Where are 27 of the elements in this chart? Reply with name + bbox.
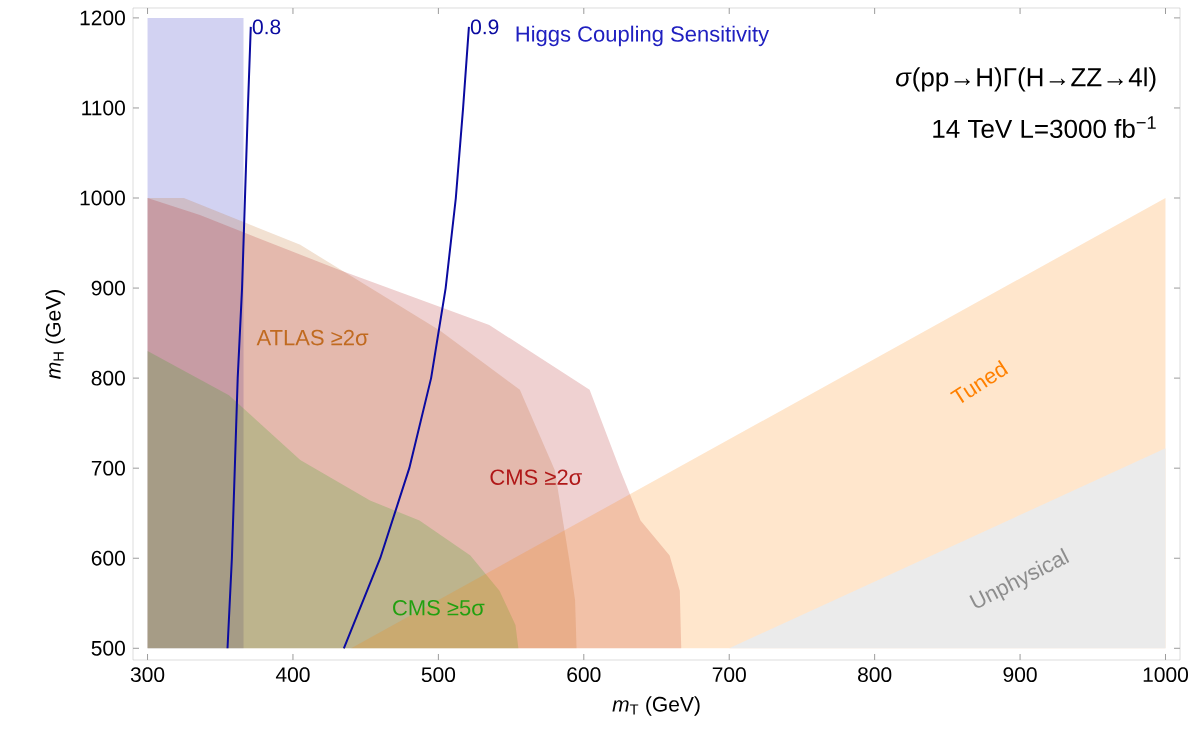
- x-tick-label: 800: [858, 667, 892, 683]
- y-axis-title: m$_{H}$ (GeV): [45, 290, 65, 379]
- x-tick-label: 400: [275, 667, 310, 683]
- series-label: 0.8: [252, 19, 281, 35]
- y-tick-label: 800: [91, 370, 125, 386]
- y-tick-label: 1200: [80, 10, 125, 26]
- x-tick-label: 300: [130, 667, 165, 683]
- x-tick-label: 700: [712, 667, 746, 683]
- series-label: 0.9: [470, 19, 499, 35]
- line-series: [226, 25, 252, 650]
- y-tick-label: 1000: [80, 190, 125, 206]
- x-tick-label: 1000: [1143, 667, 1189, 683]
- annotation: 14 TeV L=3000 fb$^{−1}$: [933, 116, 1156, 139]
- y-tick-label: 700: [91, 460, 125, 476]
- text: Higgs Coupling Sensitivity: [516, 25, 770, 47]
- series-label: ATLAS ≥2σ: [256, 329, 369, 346]
- y-tick-label: 900: [91, 280, 125, 296]
- x-axis-title: m$_{T}$ (GeV): [612, 696, 700, 716]
- x-tick-label: 500: [421, 667, 456, 683]
- y-tick-label: 1100: [82, 100, 125, 116]
- x-tick-label: 600: [567, 667, 601, 683]
- y-tick-label: 600: [91, 550, 125, 566]
- x-tick-label: 900: [1003, 667, 1037, 683]
- series-label: CMS ≥2σ: [490, 469, 582, 485]
- series-label: CMS ≥5σ: [393, 599, 485, 616]
- y-tick-label: 500: [91, 640, 125, 656]
- annotation: σ(pp→H)Γ(H→ZZ→4l): [896, 67, 1156, 92]
